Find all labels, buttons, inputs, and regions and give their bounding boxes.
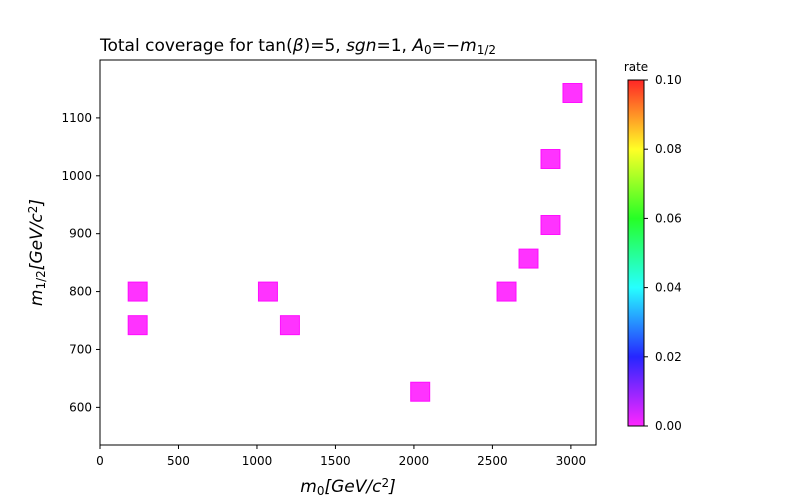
plot-area — [99, 59, 597, 446]
colorbar-tick-label: 0.00 — [655, 419, 682, 433]
y-tick-label: 800 — [69, 285, 92, 299]
colorbar: rate 0.00 0.02 0.04 0.06 0.08 0.10 — [624, 60, 682, 433]
x-tick-label: 3000 — [556, 454, 587, 468]
colorbar-tick-label: 0.04 — [655, 281, 682, 295]
colorbar-tick-label: 0.10 — [655, 73, 682, 87]
x-tick-label: 0 — [96, 454, 104, 468]
y-tick-label: 900 — [69, 227, 92, 241]
data-point — [127, 281, 148, 302]
y-axis-label: m1/2[GeV/c2] — [26, 199, 47, 306]
data-point — [496, 281, 517, 302]
x-tick-label: 2000 — [399, 454, 430, 468]
colorbar-tick-label: 0.08 — [655, 142, 682, 156]
y-axis: 600 700 800 900 1000 1100 — [61, 111, 100, 414]
x-axis: 0 500 1000 1500 2000 2500 3000 — [96, 445, 586, 468]
y-tick-label: 1000 — [61, 169, 92, 183]
data-point — [410, 381, 431, 402]
x-axis-label: m0[GeV/c2] — [300, 476, 395, 497]
data-point — [279, 315, 300, 336]
colorbar-tick-label: 0.02 — [655, 350, 682, 364]
x-tick-label: 2500 — [477, 454, 508, 468]
data-point — [518, 248, 539, 269]
colorbar-title: rate — [624, 60, 648, 74]
plot-frame — [99, 59, 597, 446]
data-point — [540, 215, 561, 235]
y-tick-label: 700 — [69, 342, 92, 356]
y-tick-label: 1100 — [61, 111, 92, 125]
data-point — [562, 83, 583, 103]
data-point — [540, 149, 561, 169]
colorbar-gradient — [627, 79, 645, 427]
data-point — [127, 315, 148, 336]
x-tick-label: 500 — [167, 454, 190, 468]
chart-title: Total coverage for tan(β)=5, sgn=1, A0=−… — [99, 36, 496, 57]
x-tick-label: 1000 — [242, 454, 273, 468]
colorbar-tick-label: 0.06 — [655, 211, 682, 225]
y-tick-label: 600 — [69, 400, 92, 414]
data-point — [257, 281, 278, 302]
x-tick-label: 1500 — [320, 454, 351, 468]
